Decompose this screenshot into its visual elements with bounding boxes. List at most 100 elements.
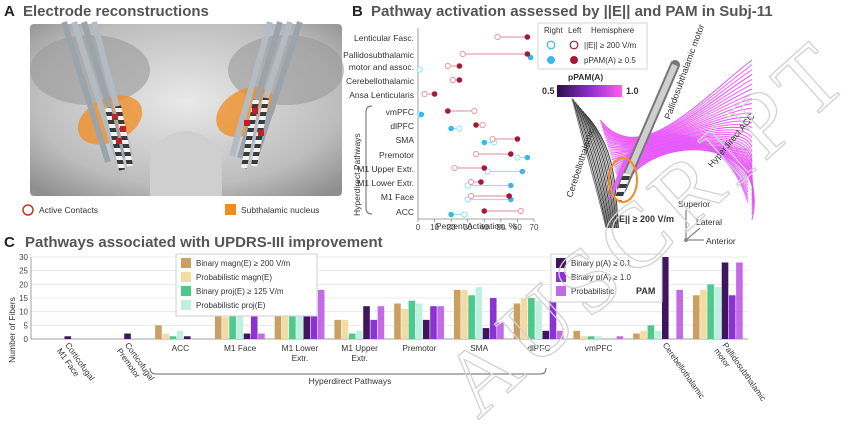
bar xyxy=(728,295,736,339)
bar xyxy=(310,300,318,339)
bar xyxy=(394,303,401,339)
bar xyxy=(468,295,475,339)
bar xyxy=(497,322,504,339)
dot-pam xyxy=(508,182,514,189)
orientation-axes: Superior Lateral Anterior xyxy=(678,199,736,246)
category-label: dlPFC xyxy=(527,343,550,353)
fiber-pallidosubthalamic xyxy=(616,140,749,186)
legend-swatch-prob-magn xyxy=(181,272,191,282)
category-label: CorticofugalPremotor xyxy=(115,340,157,388)
legend-probabilistic: Probabilistic xyxy=(571,287,614,296)
legend-binary-magn: Binary magn(E) ≥ 200 V/m xyxy=(196,259,291,268)
fiber-cerebellothalamic xyxy=(583,112,617,229)
dot-e xyxy=(471,107,478,115)
panel-b: B Pathway activation assessed by ||E|| a… xyxy=(343,3,773,232)
dot-e xyxy=(444,62,451,70)
bar xyxy=(258,333,265,339)
dot-e xyxy=(421,90,428,98)
bar xyxy=(437,306,444,339)
row-label: SMA xyxy=(396,135,415,145)
category-label-line: Premotor xyxy=(402,343,436,353)
category-label-line: Pallidosubthalamic xyxy=(720,340,768,402)
dot-e xyxy=(451,164,458,172)
bar xyxy=(542,330,550,339)
bar xyxy=(229,306,236,339)
bar xyxy=(169,336,177,339)
fiber-cerebellothalamic xyxy=(581,109,615,229)
x-tick-label: 20 xyxy=(447,223,456,232)
bar xyxy=(334,319,342,339)
fiber-cerebellothalamic xyxy=(579,107,614,229)
bar xyxy=(573,330,581,339)
hyperdirect-group-bracket: Hyperdirect Pathways xyxy=(149,367,547,386)
category-label: M1 Face xyxy=(224,343,257,353)
bar xyxy=(616,336,624,339)
fiber-hyperdirect xyxy=(610,129,753,156)
bar xyxy=(303,298,311,339)
bar xyxy=(183,336,191,339)
bar xyxy=(236,308,244,339)
panel-c-title: Pathways associated with UPDRS-III impro… xyxy=(25,234,383,251)
legend-pa-10: Binary p(A) ≥ 1.0 xyxy=(571,273,632,282)
fiber-hyperdirect xyxy=(600,64,753,139)
fiber-hyperdirect xyxy=(600,69,753,140)
axis-superior: Superior xyxy=(678,199,710,209)
row-label: Premotor xyxy=(379,150,414,160)
y-tick-label: 25 xyxy=(19,267,28,276)
dot-pam xyxy=(506,193,512,199)
legend-swatch-probabilistic xyxy=(556,286,566,296)
dot-e xyxy=(449,76,456,84)
dot-pam xyxy=(478,179,484,185)
row-label: Cerebellothalamic xyxy=(346,76,415,86)
legend-col-left: Left xyxy=(568,26,582,35)
fiber-hyperdirect xyxy=(607,116,753,149)
dot-e xyxy=(494,33,501,41)
bar xyxy=(289,300,296,339)
bar xyxy=(176,330,184,339)
bar xyxy=(640,330,647,339)
row-label: Ansa Lenticularis xyxy=(349,90,414,100)
dot-pam xyxy=(431,91,438,97)
legend-active-contacts: Active Contacts xyxy=(39,205,98,215)
bar xyxy=(676,289,683,339)
fiber-cerebellothalamic xyxy=(573,100,609,229)
category-label-line: Extr. xyxy=(292,353,309,363)
bar xyxy=(633,333,640,339)
category-label-line: SMA xyxy=(470,343,488,353)
category-label-line: M1 Upper xyxy=(341,343,378,353)
dot-plot: 0 10 20 30 40 50 60 70 Lenticular Fasc. Pallidosu… xyxy=(343,28,539,232)
bar xyxy=(243,333,251,339)
stn-marker xyxy=(225,204,236,215)
fiber-cerebellothalamic xyxy=(584,113,618,229)
row-label: motor and assoc. xyxy=(349,62,414,72)
bar xyxy=(274,303,282,339)
fiber-hyperdirect xyxy=(607,112,753,148)
x-tick-label: 10 xyxy=(430,223,439,232)
legend-prob-proj: Probabilistic proj(E) xyxy=(196,301,266,310)
bar xyxy=(654,330,662,339)
colorbar-min: 0.5 xyxy=(542,86,555,96)
category-label: Pallidosubthalamicmotor xyxy=(712,340,768,408)
bar xyxy=(482,328,490,339)
dot-pam xyxy=(481,165,488,171)
bar xyxy=(736,262,743,339)
x-tick-label: 40 xyxy=(480,223,489,232)
dot-e xyxy=(514,154,521,161)
legend-pa-01: Binary p(A) ≥ 0.1 xyxy=(571,259,632,268)
x-tick-label: 60 xyxy=(513,223,522,232)
legend-swatch-binary-magn xyxy=(181,258,191,268)
panel-a-letter: A xyxy=(4,3,15,20)
bar xyxy=(707,284,714,339)
bar xyxy=(430,306,437,339)
x-tick-label: 50 xyxy=(496,223,505,232)
row-label: M1 Upper Extr. xyxy=(357,164,414,174)
y-tick-label: 5 xyxy=(24,321,29,330)
dot-pam xyxy=(527,54,534,61)
electrode-reconstruction-image xyxy=(30,21,344,196)
dot-pam xyxy=(508,151,514,157)
dot-e xyxy=(517,207,524,215)
legend-stn: Subthalamic nucleus xyxy=(241,205,319,215)
bar xyxy=(647,325,655,339)
category-label: vmPFC xyxy=(585,343,613,353)
fiber-hyperdirect xyxy=(602,78,753,141)
